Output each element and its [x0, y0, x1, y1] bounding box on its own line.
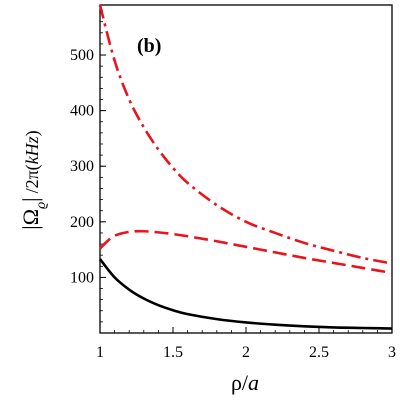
y-axis-title-unit: (: [22, 164, 43, 170]
y-axis-title-subscript: ϱ: [34, 202, 49, 209]
axis-ticks: 1 1.5 2 2.5 3 100 200 300 400 500: [70, 10, 396, 361]
series-line-solid: [98, 258, 393, 330]
panel-label: (b): [137, 35, 161, 57]
x-axis-title-rho: ρ: [231, 370, 242, 395]
x-axis-title: ρ/a: [231, 370, 259, 395]
x-axis-title-slash: /: [242, 370, 249, 395]
y-axis-title-unit-prefix: /2π: [22, 170, 42, 193]
x-axis-title-a: a: [248, 370, 259, 395]
y-tick-label: 400: [70, 103, 94, 120]
y-tick-label: 200: [70, 214, 94, 231]
y-axis-title-bar-left: |: [18, 225, 43, 229]
y-tick-label: 100: [70, 269, 94, 286]
y-axis-title: |Ωϱ|/2π(kHz): [18, 130, 49, 229]
x-tick-label: 2.5: [309, 344, 329, 361]
x-tick-label: 1: [96, 344, 104, 361]
svg-text:|Ωϱ|/2π(kHz): |Ωϱ|/2π(kHz): [18, 130, 49, 229]
y-tick-label: 500: [70, 47, 94, 64]
y-axis-title-bar-right: |: [18, 197, 43, 201]
series-line-dashed: [99, 229, 393, 275]
y-axis-title-omega: Ω: [18, 209, 43, 225]
series-lines: [98, 4, 393, 330]
y-tick-label: 300: [70, 158, 94, 175]
y-axis-title-khz: kHz: [22, 136, 42, 164]
x-tick-label: 1.5: [163, 344, 183, 361]
y-axis-title-close: ): [22, 130, 43, 136]
series-line-dashdot: [98, 4, 393, 265]
x-tick-label: 2: [242, 344, 250, 361]
x-tick-label: 3: [388, 344, 396, 361]
